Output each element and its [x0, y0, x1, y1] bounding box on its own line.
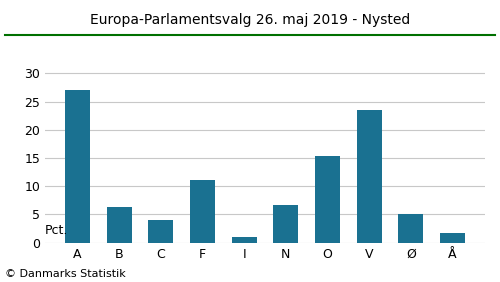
Bar	[106, 207, 132, 243]
Bar	[398, 214, 423, 243]
Bar	[148, 220, 174, 243]
Bar	[65, 90, 90, 243]
Text: Europa-Parlamentsvalg 26. maj 2019 - Nysted: Europa-Parlamentsvalg 26. maj 2019 - Nys…	[90, 13, 410, 27]
Text: Pct.: Pct.	[45, 224, 68, 237]
Bar	[356, 110, 382, 243]
Bar	[190, 180, 215, 243]
Text: © Danmarks Statistik: © Danmarks Statistik	[5, 269, 126, 279]
Bar	[274, 205, 298, 243]
Bar	[315, 156, 340, 243]
Bar	[232, 237, 256, 243]
Bar	[440, 233, 465, 243]
